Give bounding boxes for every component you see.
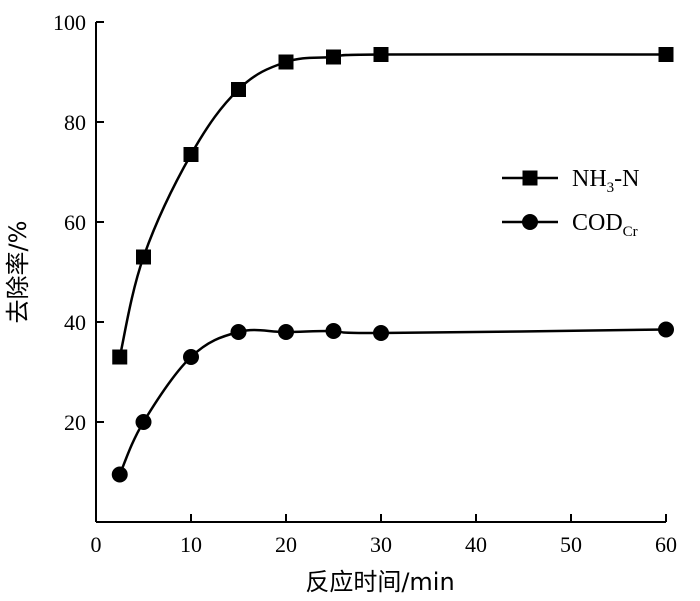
legend-item: CODCr [502,210,638,240]
legend-marker [522,214,538,230]
axes [95,22,666,523]
y-tick-label: 100 [53,10,86,35]
circle-marker [111,466,128,483]
series-line [118,328,667,476]
square-marker [326,49,341,65]
circle-marker [325,323,342,339]
square-marker [183,147,199,162]
y-axis-title: 去除率/% [4,221,32,324]
x-tick-label: 10 [180,532,202,557]
series-1 [112,47,674,365]
y-tick-label: 40 [64,310,86,335]
circle-marker [278,324,294,340]
x-tick-label: 60 [655,532,677,557]
series-line [118,53,667,358]
legend-item: NH3-N [502,166,640,196]
x-tick-label: 50 [560,532,582,557]
legend-marker [522,170,538,186]
y-tick-label: 20 [64,410,86,435]
square-marker [112,349,128,365]
x-tick-label: 0 [91,532,102,557]
square-marker [373,47,389,62]
square-marker [136,249,151,265]
series-layer [111,47,674,483]
y-tick-label: 60 [64,210,86,235]
square-marker [278,54,294,70]
circle-marker [373,325,389,341]
x-tick-label: 30 [370,532,392,557]
x-tick-label: 20 [275,532,297,557]
x-axis-title: 反应时间/min [305,568,454,596]
legend-label: NH3-N [572,166,640,196]
axis-ticks: 0 10 20 30 40 50 60 20 40 60 80 100 [53,10,677,557]
x-tick-label: 40 [465,532,487,557]
circle-marker [658,321,674,338]
circle-marker [183,349,199,365]
y-tick-label: 80 [64,110,86,135]
circle-marker [230,324,247,340]
legend: NH3-N CODCr [502,166,640,240]
circle-marker [135,414,152,430]
series-2 [111,321,674,483]
square-marker [231,82,246,97]
legend-label: CODCr [572,210,638,240]
square-marker [658,47,674,62]
